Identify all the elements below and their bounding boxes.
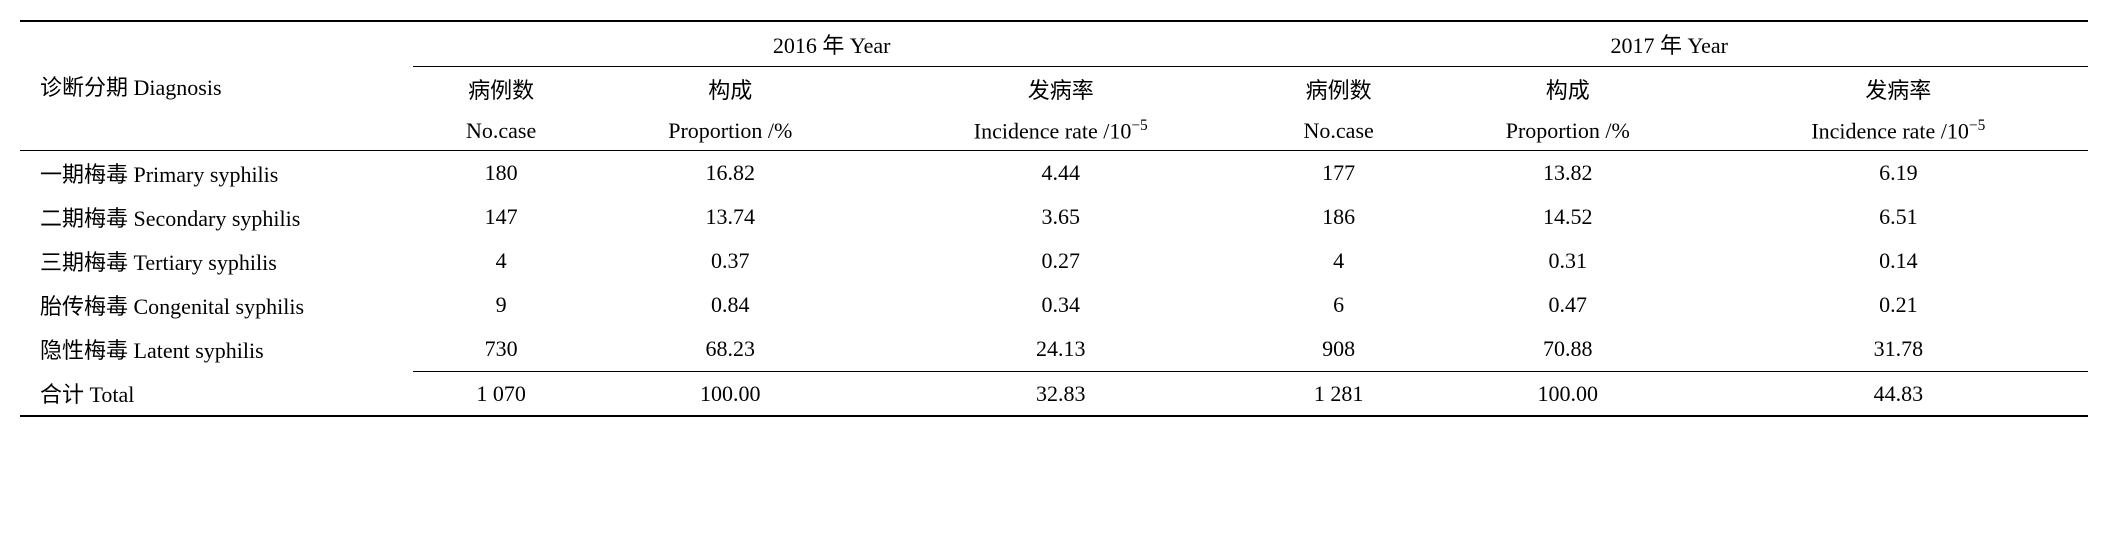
cell-cases-2017: 177 (1250, 151, 1426, 196)
header-year-2017: 2017 年 Year (1250, 21, 2088, 67)
cell-inc-2016: 0.27 (871, 239, 1250, 283)
cell-inc-2016: 3.65 (871, 195, 1250, 239)
header-prop-2017-l1: 构成 (1427, 67, 1709, 112)
inc-sup: −5 (1131, 117, 1147, 134)
cell-cases-2016: 730 (413, 327, 589, 371)
header-cases-2017-l2: No.case (1250, 111, 1426, 151)
cell-cases-2016: 1 070 (413, 371, 589, 416)
header-inc-2016-l2: Incidence rate /10−5 (871, 111, 1250, 151)
cell-inc-2017: 0.21 (1709, 283, 2088, 327)
header-cases-2017-l1: 病例数 (1250, 67, 1426, 112)
cell-cases-2016: 9 (413, 283, 589, 327)
cell-prop-2017: 100.00 (1427, 371, 1709, 416)
header-cases-2016-l2: No.case (413, 111, 589, 151)
diagnosis-table: 诊断分期 Diagnosis 2016 年 Year 2017 年 Year 病… (20, 20, 2088, 417)
cell-cases-2017: 1 281 (1250, 371, 1426, 416)
cell-cases-2016: 4 (413, 239, 589, 283)
cell-inc-2016: 4.44 (871, 151, 1250, 196)
table-row-total: 合计 Total 1 070 100.00 32.83 1 281 100.00… (20, 371, 2088, 416)
cell-prop-2017: 0.47 (1427, 283, 1709, 327)
row-label: 三期梅毒 Tertiary syphilis (20, 239, 413, 283)
cell-prop-2017: 13.82 (1427, 151, 1709, 196)
cell-inc-2016: 32.83 (871, 371, 1250, 416)
inc-sup: −5 (1969, 117, 1985, 134)
cell-inc-2017: 31.78 (1709, 327, 2088, 371)
cell-inc-2017: 6.19 (1709, 151, 2088, 196)
row-label: 一期梅毒 Primary syphilis (20, 151, 413, 196)
table-row: 胎传梅毒 Congenital syphilis 9 0.84 0.34 6 0… (20, 283, 2088, 327)
header-year-2016: 2016 年 Year (413, 21, 1251, 67)
row-label: 隐性梅毒 Latent syphilis (20, 327, 413, 371)
table-row: 三期梅毒 Tertiary syphilis 4 0.37 0.27 4 0.3… (20, 239, 2088, 283)
cell-prop-2016: 16.82 (589, 151, 871, 196)
cell-cases-2017: 6 (1250, 283, 1426, 327)
header-inc-2017-l1: 发病率 (1709, 67, 2088, 112)
inc-pre: Incidence rate /10 (974, 118, 1132, 143)
cell-inc-2017: 0.14 (1709, 239, 2088, 283)
cell-prop-2016: 13.74 (589, 195, 871, 239)
header-inc-2016-l1: 发病率 (871, 67, 1250, 112)
cell-inc-2016: 0.34 (871, 283, 1250, 327)
header-prop-2017-l2: Proportion /% (1427, 111, 1709, 151)
table-row: 隐性梅毒 Latent syphilis 730 68.23 24.13 908… (20, 327, 2088, 371)
cell-prop-2017: 0.31 (1427, 239, 1709, 283)
cell-prop-2016: 68.23 (589, 327, 871, 371)
cell-prop-2017: 70.88 (1427, 327, 1709, 371)
cell-prop-2016: 0.84 (589, 283, 871, 327)
header-cases-2016-l1: 病例数 (413, 67, 589, 112)
cell-cases-2017: 4 (1250, 239, 1426, 283)
inc-pre: Incidence rate /10 (1811, 118, 1969, 143)
cell-cases-2017: 908 (1250, 327, 1426, 371)
header-diagnosis: 诊断分期 Diagnosis (20, 21, 413, 151)
cell-cases-2016: 180 (413, 151, 589, 196)
header-inc-2017-l2: Incidence rate /10−5 (1709, 111, 2088, 151)
cell-inc-2017: 6.51 (1709, 195, 2088, 239)
cell-prop-2016: 0.37 (589, 239, 871, 283)
row-label: 二期梅毒 Secondary syphilis (20, 195, 413, 239)
header-prop-2016-l1: 构成 (589, 67, 871, 112)
cell-prop-2017: 14.52 (1427, 195, 1709, 239)
header-prop-2016-l2: Proportion /% (589, 111, 871, 151)
cell-cases-2017: 186 (1250, 195, 1426, 239)
table-row: 一期梅毒 Primary syphilis 180 16.82 4.44 177… (20, 151, 2088, 196)
cell-inc-2016: 24.13 (871, 327, 1250, 371)
table-row: 二期梅毒 Secondary syphilis 147 13.74 3.65 1… (20, 195, 2088, 239)
row-label-total: 合计 Total (20, 371, 413, 416)
cell-cases-2016: 147 (413, 195, 589, 239)
cell-inc-2017: 44.83 (1709, 371, 2088, 416)
cell-prop-2016: 100.00 (589, 371, 871, 416)
row-label: 胎传梅毒 Congenital syphilis (20, 283, 413, 327)
